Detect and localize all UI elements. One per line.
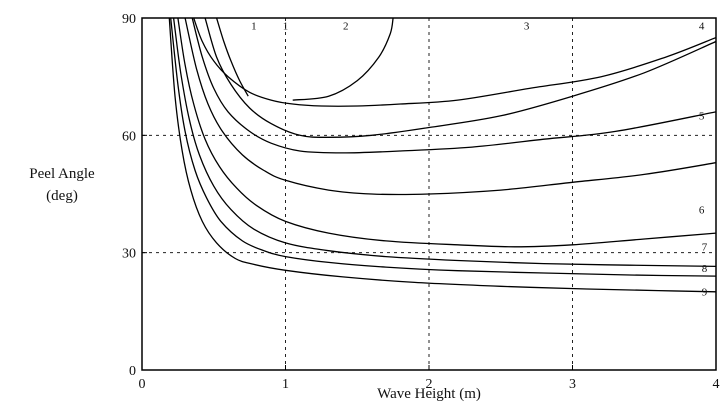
curve-label-2: 2 — [343, 21, 349, 33]
curve-1 — [215, 18, 249, 97]
curve-4 — [204, 18, 716, 138]
y-tick-label: 60 — [122, 129, 136, 144]
curve-3 — [193, 18, 716, 107]
x-tick-label: 4 — [713, 377, 720, 392]
y-tick-label: 0 — [129, 364, 136, 379]
curve-8 — [172, 18, 716, 268]
curve-label-6: 6 — [699, 205, 705, 217]
curve-label-9: 9 — [702, 287, 708, 299]
curve-5 — [191, 18, 716, 154]
curve-label-4: 4 — [699, 21, 705, 33]
y-axis-label-line-1: Peel Angle — [29, 166, 95, 182]
y-tick-label: 90 — [122, 12, 136, 27]
x-axis-label: Wave Height (m) — [377, 386, 481, 402]
curve-9 — [170, 18, 716, 277]
x-tick-label: 0 — [139, 377, 146, 392]
data-curves — [168, 18, 716, 293]
curve-label-1: 1 — [283, 21, 289, 33]
curve-label-7: 7 — [702, 242, 708, 254]
curve-label-1: 1 — [251, 21, 257, 33]
y-axis-label-line-2: (deg) — [46, 188, 78, 204]
curve-label-3: 3 — [524, 21, 530, 33]
curve-labels: 1 1 2 3 4 5 6 7 8 9 — [251, 21, 708, 299]
y-tick-labels: 0 30 60 90 — [122, 12, 147, 379]
curve-2 — [292, 18, 394, 101]
x-tick-label: 1 — [282, 377, 289, 392]
x-tick-label: 2 — [426, 377, 433, 392]
y-tick-label: 30 — [122, 247, 136, 262]
x-tick-label: 3 — [569, 377, 576, 392]
curve-7 — [177, 18, 716, 248]
curve-10 — [168, 18, 716, 293]
curve-label-8: 8 — [702, 263, 708, 275]
curve-6 — [184, 18, 716, 196]
x-tick-labels: 0 1 2 3 4 — [139, 365, 720, 392]
curve-label-5: 5 — [699, 111, 705, 123]
